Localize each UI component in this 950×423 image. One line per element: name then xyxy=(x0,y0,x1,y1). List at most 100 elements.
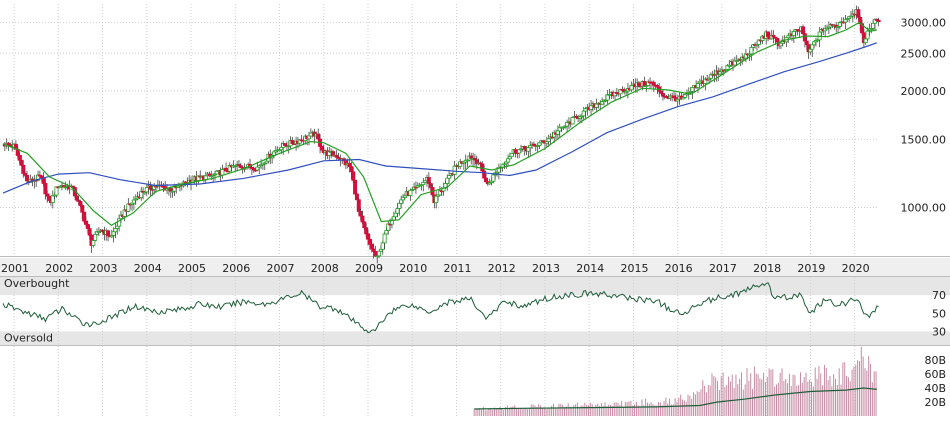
candle-down xyxy=(21,164,26,174)
candle-up xyxy=(506,158,511,163)
slow-moving-average-line xyxy=(2,42,878,194)
candle-up xyxy=(93,233,98,241)
candle-down xyxy=(801,26,806,35)
x-tick-label: 2012 xyxy=(488,262,516,275)
candle-down xyxy=(775,37,780,43)
candle-up xyxy=(384,230,389,235)
candle-down xyxy=(876,19,881,23)
candle-down xyxy=(87,228,92,236)
candle-up xyxy=(408,189,413,196)
candle-up xyxy=(537,142,542,146)
candle-up xyxy=(690,87,695,92)
candle-down xyxy=(351,171,356,181)
candle-up xyxy=(526,147,531,152)
candle-up xyxy=(391,216,396,221)
volume-series xyxy=(473,346,877,416)
candle-down xyxy=(85,223,90,229)
x-tick-label: 2015 xyxy=(620,262,648,275)
candle-down xyxy=(358,211,363,217)
candle-up xyxy=(555,130,560,135)
grid-lines xyxy=(0,4,950,416)
candle-down xyxy=(513,149,518,154)
x-tick-label: 2020 xyxy=(842,262,870,275)
x-tick-label: 2003 xyxy=(90,262,118,275)
candle-down xyxy=(365,233,370,240)
candle-down xyxy=(651,81,656,86)
candle-down xyxy=(74,195,79,201)
candle-down xyxy=(83,220,88,225)
candle-up xyxy=(589,105,594,110)
oscillator-tick-label: 50 xyxy=(932,307,946,320)
candle-up xyxy=(393,212,398,218)
candlestick-series xyxy=(2,5,881,264)
candle-up xyxy=(131,199,136,204)
x-tick-label: 2013 xyxy=(532,262,560,275)
candle-down xyxy=(43,183,48,195)
oscillator-tick-label: 70 xyxy=(932,289,946,302)
candle-up xyxy=(447,174,452,179)
candle-down xyxy=(428,183,433,188)
candle-up xyxy=(749,47,754,55)
candle-down xyxy=(426,177,431,184)
x-axis-strip xyxy=(0,258,950,276)
candle-up xyxy=(871,22,876,29)
candle-down xyxy=(356,199,361,212)
candle-down xyxy=(82,211,87,222)
candle-down xyxy=(483,177,488,183)
candle-up xyxy=(581,110,586,117)
candle-up xyxy=(491,174,496,182)
band-label-oversold: Oversold xyxy=(4,331,53,344)
candle-down xyxy=(78,201,83,206)
volume-tick-label: 80B xyxy=(924,354,946,367)
candle-down xyxy=(349,166,354,173)
candle-down xyxy=(316,133,321,140)
x-tick-label: 2018 xyxy=(753,262,781,275)
candle-up xyxy=(865,30,870,40)
candle-up xyxy=(395,208,400,214)
fast-moving-average-line xyxy=(2,21,877,227)
x-tick-label: 2001 xyxy=(1,262,29,275)
candle-up xyxy=(546,138,551,142)
candle-up xyxy=(399,199,404,204)
x-tick-label: 2010 xyxy=(399,262,427,275)
candle-up xyxy=(810,44,815,50)
candle-down xyxy=(19,159,24,166)
band-label-overbought: Overbought xyxy=(4,277,70,290)
x-tick-label: 2004 xyxy=(134,262,162,275)
candle-down xyxy=(522,146,527,150)
candle-up xyxy=(445,177,450,184)
candle-down xyxy=(367,238,372,245)
candle-up xyxy=(452,165,457,175)
oscillator-line xyxy=(2,282,879,334)
candle-down xyxy=(106,230,111,237)
x-tick-label: 2006 xyxy=(222,262,250,275)
oscillator-tick-label: 30 xyxy=(932,325,946,338)
candle-up xyxy=(863,38,868,44)
price-tick-label: 3000.00 xyxy=(901,17,947,30)
volume-tick-label: 40B xyxy=(924,382,946,395)
candle-up xyxy=(683,94,688,98)
candle-down xyxy=(80,205,85,213)
candle-down xyxy=(482,170,487,179)
axis-labels: Overbought Oversold 2001 2002 2003 2004 2005 20… xyxy=(1,17,946,409)
x-tick-label: 2016 xyxy=(665,262,693,275)
x-tick-label: 2017 xyxy=(709,262,737,275)
candle-up xyxy=(570,117,575,125)
candle-down xyxy=(47,195,52,201)
candle-up xyxy=(113,228,118,233)
price-tick-label: 1500.00 xyxy=(901,133,947,146)
candle-down xyxy=(364,227,369,235)
candle-up xyxy=(629,85,634,91)
candle-up xyxy=(434,195,439,204)
candle-down xyxy=(804,40,809,45)
x-tick-label: 2019 xyxy=(797,262,825,275)
x-tick-label: 2009 xyxy=(355,262,383,275)
candle-down xyxy=(362,221,367,229)
oscillator-bands xyxy=(0,258,950,345)
candle-up xyxy=(377,250,382,257)
candle-down xyxy=(24,174,29,182)
x-tick-label: 2011 xyxy=(443,262,471,275)
price-tick-label: 2000.00 xyxy=(901,85,947,98)
